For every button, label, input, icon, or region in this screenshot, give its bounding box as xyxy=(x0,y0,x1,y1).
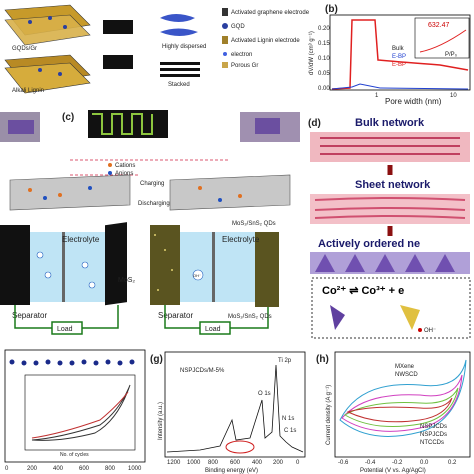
legend: Activated Lignin electrode xyxy=(231,38,300,44)
label: Sheet network xyxy=(355,179,431,191)
inset-value: 632.47 xyxy=(428,22,450,29)
legend: E-BP xyxy=(392,54,406,60)
panel-h: (h) MXene NWSCD NSPJCDs NSPJCDs NTCCDs C… xyxy=(316,351,471,474)
x-tick: 0.0 xyxy=(420,460,429,466)
y-tick: 0.10 xyxy=(318,56,330,62)
y-axis-label: dV/dW (cm³ g⁻¹) xyxy=(309,31,315,75)
x-tick: 600 xyxy=(79,466,90,472)
inset-axis: No. of cycles xyxy=(60,452,89,458)
ion: OH⁻ xyxy=(193,273,201,278)
label: Cations xyxy=(115,163,135,169)
inset-axis: P/P₀ xyxy=(445,52,458,58)
x-tick: 1000 xyxy=(128,466,142,472)
ion: OH⁻ xyxy=(424,328,436,334)
x-axis-label: Potential (V vs. Ag/AgCl) xyxy=(360,468,426,474)
legend: Bulk xyxy=(392,46,405,52)
label: Actively ordered ne xyxy=(318,238,420,250)
x-tick: 800 xyxy=(208,460,219,466)
x-tick: -0.6 xyxy=(338,460,349,466)
x-tick: 10 xyxy=(450,93,457,99)
peak: Ti 2p xyxy=(278,358,292,364)
x-tick: -0.2 xyxy=(392,460,403,466)
panel-g: (g) NSPJCDs/M-5% Ti 2p O 1s N 1s C 1s In… xyxy=(150,351,306,474)
legend: MXene xyxy=(395,364,415,370)
label: MoS₂ xyxy=(118,277,135,284)
label: Charging xyxy=(140,181,164,187)
x-tick: 400 xyxy=(53,466,64,472)
panel-a: GQDs/Gr Alkali Lignin Highly dispersed S… xyxy=(0,0,310,95)
label: Load xyxy=(205,326,221,333)
legend: Porous Gr xyxy=(231,63,258,69)
panel-tag: (c) xyxy=(62,112,74,123)
label: Load xyxy=(57,326,73,333)
y-tick: 0.15 xyxy=(318,41,330,47)
reaction: Co²⁺ ⇌ Co³⁺ + e xyxy=(322,285,404,297)
panel-f: No. of cycles 0 200 400 600 800 1000 xyxy=(4,349,146,472)
label: Alkali Lignin xyxy=(12,88,44,94)
legend: NTCCDs xyxy=(420,440,444,446)
label: Discharging xyxy=(138,201,170,207)
x-tick: 1 xyxy=(375,93,379,99)
x-tick: 200 xyxy=(27,466,38,472)
panel-tag: (d) xyxy=(308,118,321,129)
label: GQDs/Gr xyxy=(12,46,37,52)
label: MoS₂/SnS₂ QDs xyxy=(228,314,272,320)
legend: electron xyxy=(231,52,252,58)
legend: Activated graphene electrode xyxy=(231,10,310,16)
y-tick: 0.20 xyxy=(318,26,330,32)
y-axis-label: Intensity (a.u.) xyxy=(158,402,164,440)
sample: NSPJCDs/M-5% xyxy=(180,368,225,374)
label: Electrolyte xyxy=(62,235,100,244)
x-tick: 400 xyxy=(252,460,263,466)
x-tick: 1200 xyxy=(167,460,181,466)
x-tick: 1000 xyxy=(187,460,201,466)
legend: GQD xyxy=(231,24,245,30)
panel-tag: (g) xyxy=(150,354,163,365)
label: Stacked xyxy=(168,82,190,88)
x-axis-label: Pore width (nm) xyxy=(385,97,442,106)
label: MoS₂/SnS₂ QDs xyxy=(232,221,276,227)
label: Separator xyxy=(12,311,47,320)
legend: NSPJCDs xyxy=(420,432,447,438)
y-tick: 0.05 xyxy=(318,71,330,77)
label: Highly dispersed xyxy=(162,44,206,50)
peak: O 1s xyxy=(258,391,271,397)
y-tick: 0.00 xyxy=(318,86,330,92)
label: Electrolyte xyxy=(222,235,260,244)
panel-tag: (b) xyxy=(325,4,338,15)
label: Separator xyxy=(158,311,193,320)
peak: C 1s xyxy=(284,428,296,434)
x-tick: 200 xyxy=(273,460,284,466)
x-tick: 0 xyxy=(5,466,9,472)
label: Bulk network xyxy=(355,117,425,129)
x-tick: 0.2 xyxy=(448,460,457,466)
panel-b: (b) 0.00 0.05 0.10 0.15 0.20 dV/dW (cm³ … xyxy=(309,4,471,106)
panel-e: Electrolyte Separator Load MoS₂ Electrol… xyxy=(0,221,279,335)
x-axis-label: Binding energy (eV) xyxy=(205,468,258,474)
panel-tag: (h) xyxy=(316,354,329,365)
peak: N 1s xyxy=(282,416,294,422)
label: Anions xyxy=(115,171,133,177)
panel-d: (d) Bulk network Sheet network Actively … xyxy=(305,112,474,340)
panel-c: (c) Cations Anions Charging Discharging xyxy=(0,110,300,211)
legend: E-BP xyxy=(392,62,406,68)
legend: NSPJCDs xyxy=(420,424,447,430)
x-tick: 0 xyxy=(296,460,300,466)
legend: NWSCD xyxy=(395,372,418,378)
y-axis-label: Current density (A g⁻¹) xyxy=(326,385,332,445)
x-tick: 600 xyxy=(230,460,241,466)
x-tick: -0.4 xyxy=(365,460,376,466)
x-tick: 800 xyxy=(105,466,116,472)
